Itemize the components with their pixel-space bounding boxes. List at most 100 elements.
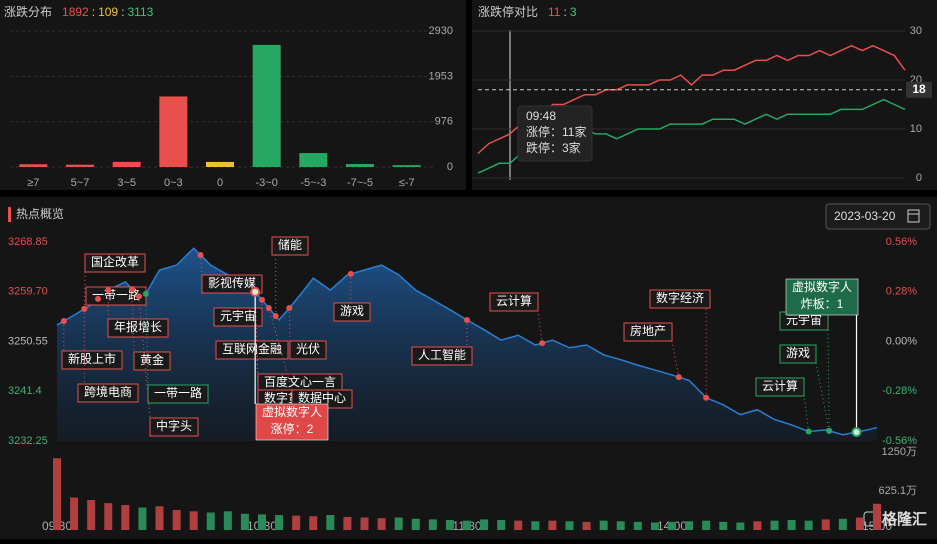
volume-bar: [616, 521, 625, 530]
annotation-box[interactable]: [107, 318, 169, 338]
volume-bar: [258, 514, 266, 530]
y2-tick-label: 0.56%: [886, 236, 917, 248]
annotation-dot: [95, 295, 101, 302]
volume-bar: [240, 513, 249, 530]
annotation-dot: [539, 340, 546, 347]
y-tick-label: 30: [910, 25, 922, 37]
annotation-dot: [105, 287, 112, 294]
annotation-box[interactable]: [489, 292, 539, 312]
annotation-leader: [537, 310, 543, 344]
annotation-box[interactable]: [84, 253, 146, 273]
annotation-box[interactable]: [649, 289, 711, 309]
x-tick-label: 3~5: [117, 177, 136, 189]
annotation-box[interactable]: [133, 351, 171, 371]
annotation-box[interactable]: [255, 403, 329, 441]
volume-bar: [514, 520, 523, 530]
summary-value: 1892: [62, 5, 89, 19]
annotation-leader: [131, 289, 135, 353]
summary-value: 3113: [127, 5, 153, 19]
annotation-label: 房地产: [630, 323, 666, 338]
annotation-box[interactable]: [149, 417, 199, 437]
bar: [19, 164, 48, 167]
annotation-dot: [197, 251, 204, 258]
annotation-label: 中字头: [156, 418, 192, 433]
annotation-box[interactable]: [201, 274, 263, 294]
volume-bar: [223, 511, 232, 530]
annotation-label: 影视传媒: [208, 275, 256, 290]
annotation-box[interactable]: [147, 384, 209, 404]
annotation-dot: [805, 428, 812, 435]
annotation-label: 年报增长: [114, 319, 162, 334]
volume-bar: [121, 505, 130, 530]
annotation-dot: [81, 305, 88, 312]
bar: [112, 161, 141, 167]
annotation-box[interactable]: [785, 278, 859, 316]
date-label: 2023-03-20: [834, 209, 896, 223]
x-tick-label: -7~-5: [347, 177, 373, 189]
annotation-box[interactable]: [271, 236, 309, 256]
volume-bar: [770, 520, 779, 530]
y-tick-label: 3250.55: [8, 335, 48, 347]
annotation-box[interactable]: [215, 340, 289, 360]
volume-bar: [189, 511, 198, 530]
annotation-dot: [60, 318, 67, 325]
annotation-sub: 涨停：2: [271, 421, 314, 436]
annotation-label: 百度文心一言: [264, 374, 336, 389]
annotation-box[interactable]: [213, 307, 263, 327]
tooltip-text: 跌停：3家: [526, 140, 581, 155]
bar: [392, 165, 421, 167]
y-tick-label: 2930: [429, 25, 453, 37]
y-tick-label: 10: [910, 123, 922, 135]
annotation-dot: [265, 304, 272, 311]
volume-bar: [172, 510, 181, 530]
volume-bar: [582, 521, 591, 530]
volume-bar: [497, 520, 506, 530]
annotation-label: 云计算: [762, 378, 798, 393]
annotation-label: 黄金: [140, 352, 164, 367]
annotation-box[interactable]: [411, 346, 473, 366]
annotation-dot: [286, 304, 293, 311]
bar: [66, 164, 94, 167]
annotation-label: 云计算: [496, 293, 532, 308]
annotation-box[interactable]: [779, 344, 817, 364]
y-tick-label: 625.1万: [878, 485, 917, 497]
annotation-box[interactable]: [623, 322, 673, 342]
annotation-dot: [272, 312, 279, 319]
annotation-label: 数字经济: [656, 290, 704, 305]
annotation-dot: [136, 293, 142, 300]
x-tick-label: -5~-3: [300, 177, 326, 189]
annotation-box[interactable]: [755, 377, 805, 397]
y-tick-label: 3232.25: [8, 435, 48, 447]
annotation-label: 游戏: [786, 346, 810, 360]
volume-bar: [411, 518, 420, 530]
volume-bar: [206, 512, 215, 530]
volume-bar: [633, 521, 642, 530]
annotation-box[interactable]: [61, 350, 123, 370]
annotation-box[interactable]: [77, 383, 139, 403]
volume-bar: [292, 515, 301, 530]
annotation-label: 跨境电商: [84, 384, 132, 399]
y-tick-label: 1250万: [882, 446, 917, 458]
y-tick-label: 0: [916, 172, 922, 184]
calendar-icon[interactable]: [907, 209, 920, 223]
volume-bar: [343, 516, 352, 530]
volume-bar: [394, 517, 403, 530]
annotation-box[interactable]: [333, 302, 371, 322]
annotation-dot: [250, 286, 261, 297]
volume-bar: [804, 520, 813, 530]
y2-tick-label: 0.28%: [886, 286, 917, 298]
date-picker[interactable]: [825, 203, 931, 230]
volume-bar: [753, 521, 762, 530]
annotation-leader: [200, 254, 203, 276]
volume-bar: [736, 522, 745, 530]
watermark: 格隆汇: [882, 510, 927, 528]
volume-bar: [275, 515, 284, 530]
tooltip-text: 涨停：11家: [526, 124, 586, 139]
annotation-dot: [675, 374, 682, 381]
annotation-box[interactable]: [289, 340, 327, 360]
volume-bar: [138, 507, 147, 530]
annotation-label: 储能: [278, 237, 302, 252]
bar: [299, 153, 328, 167]
volume-bar: [155, 506, 164, 530]
